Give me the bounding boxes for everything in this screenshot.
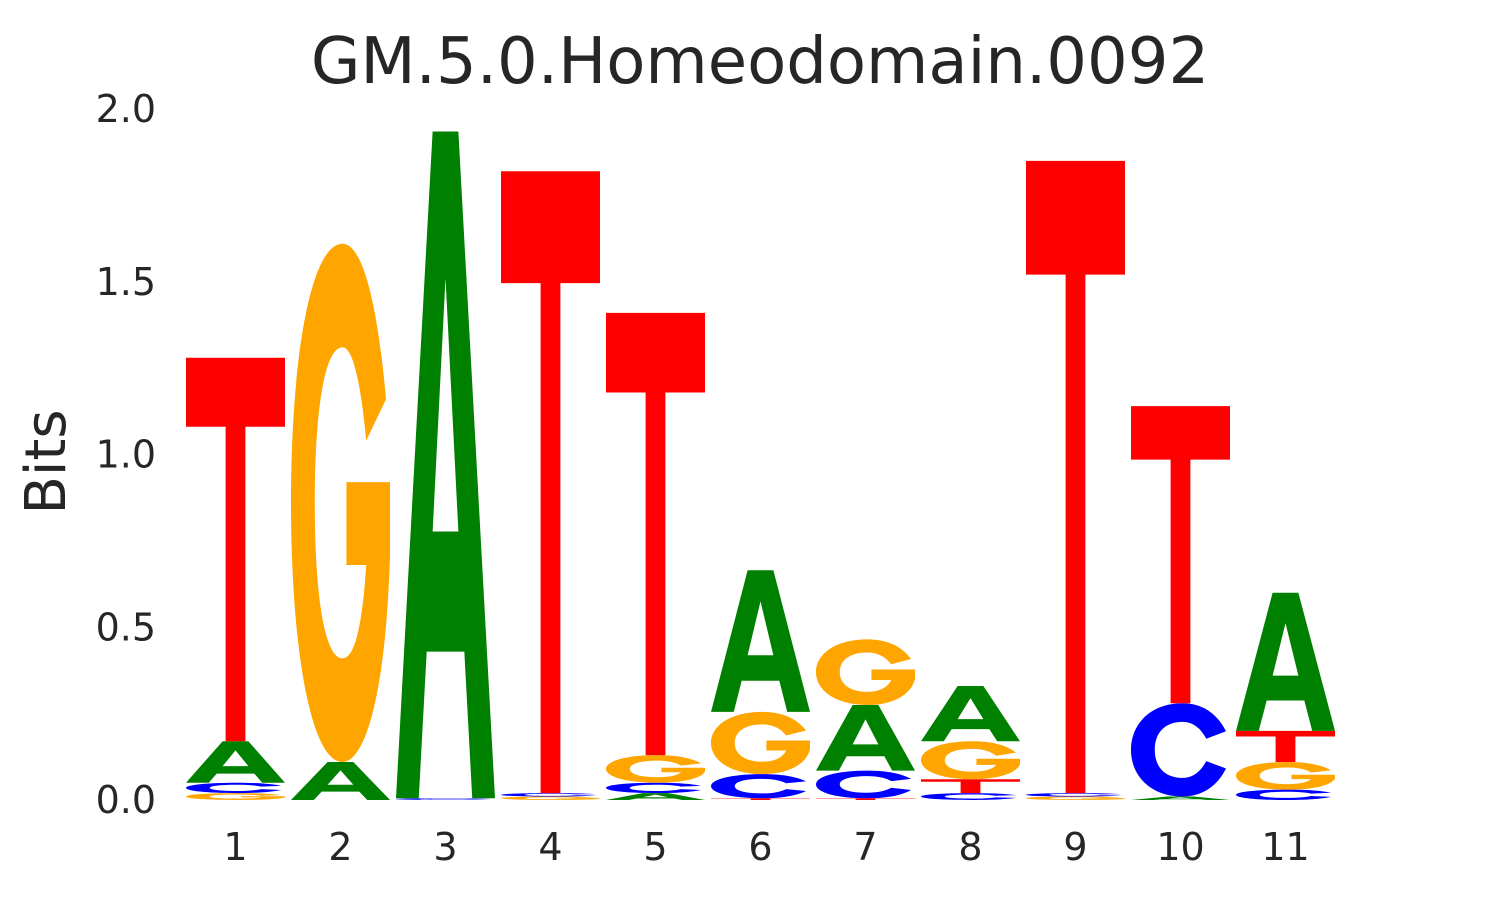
y-axis-label: Bits — [14, 409, 79, 514]
logo-letter-G — [606, 755, 705, 783]
logo-column — [291, 243, 390, 800]
chart-title: GM.5.0.Homeodomain.0092 — [311, 25, 1209, 99]
logo-letter-C — [921, 793, 1017, 800]
logo-letter-C — [186, 782, 282, 794]
x-tick-label: 2 — [328, 825, 352, 869]
logo-letter-A — [1131, 796, 1230, 800]
logo-letter-T — [921, 779, 1020, 794]
logo-letter-A — [396, 131, 495, 799]
logo-letter-G — [816, 639, 915, 705]
logo-letter-G — [711, 711, 810, 775]
logo-column — [816, 639, 915, 800]
x-tick-label: 3 — [433, 825, 457, 869]
logo-letter-C — [816, 770, 912, 799]
logo-letter-A — [186, 741, 285, 783]
logo-letter-T — [1236, 730, 1335, 762]
logo-column — [921, 685, 1020, 800]
logo-column — [186, 357, 285, 800]
y-tick-label: 1.5 — [96, 260, 156, 304]
y-tick-label: 0.5 — [96, 605, 156, 649]
logo-letter-C — [501, 793, 597, 797]
logo-letter-G — [501, 796, 600, 800]
logo-letter-G — [186, 793, 285, 800]
logo-letter-T — [711, 798, 810, 800]
x-tick-label: 9 — [1063, 825, 1087, 869]
logo-letter-G — [921, 741, 1020, 780]
x-tick-label: 4 — [538, 825, 562, 869]
x-tick-label: 5 — [643, 825, 667, 869]
logo-letter-G — [291, 243, 390, 762]
logo-letter-C — [1131, 703, 1227, 797]
x-tick-label: 6 — [748, 825, 772, 869]
logo-letter-T — [606, 312, 705, 756]
y-tick-label: 1.0 — [96, 433, 156, 477]
logo-column — [1236, 592, 1335, 800]
logo-letter-A — [921, 685, 1020, 742]
logo-column — [606, 312, 705, 800]
logo-letter-G — [1236, 761, 1335, 790]
x-tick-label: 7 — [853, 825, 877, 869]
logo-letter-A — [291, 761, 390, 800]
logo-letter-T — [186, 357, 285, 742]
logo-letter-T — [816, 798, 915, 800]
logo-letter-A — [606, 793, 705, 800]
x-axis-ticks: 1 2 3 4 5 6 7 8 9 10 11 — [223, 825, 1309, 869]
x-tick-label: 1 — [223, 825, 247, 869]
logo-column — [1026, 160, 1125, 800]
y-axis-ticks: 0.0 0.5 1.0 1.5 2.0 — [96, 87, 156, 822]
logo-column — [1131, 406, 1230, 800]
logo-column — [711, 570, 810, 800]
x-tick-label: 10 — [1156, 825, 1204, 869]
logo-letter-A — [1236, 592, 1335, 731]
logo-letter-A — [711, 570, 810, 712]
logo-stacks — [186, 131, 1335, 800]
logo-letter-T — [1131, 406, 1230, 704]
logo-column — [396, 131, 495, 800]
logo-letter-G — [1026, 796, 1125, 800]
logo-letter-T — [1026, 160, 1125, 794]
logo-column — [501, 171, 600, 800]
y-tick-label: 0.0 — [96, 778, 156, 822]
logo-letter-C — [606, 782, 702, 794]
logo-letter-C — [1026, 793, 1122, 797]
logo-letter-T — [501, 171, 600, 794]
logo-letter-C — [1236, 789, 1332, 800]
logo-letter-C — [396, 798, 492, 800]
logo-letter-A — [816, 704, 915, 771]
y-tick-label: 2.0 — [96, 87, 156, 131]
x-tick-label: 11 — [1261, 825, 1309, 869]
x-tick-label: 8 — [958, 825, 982, 869]
logo-letter-C — [711, 774, 807, 799]
